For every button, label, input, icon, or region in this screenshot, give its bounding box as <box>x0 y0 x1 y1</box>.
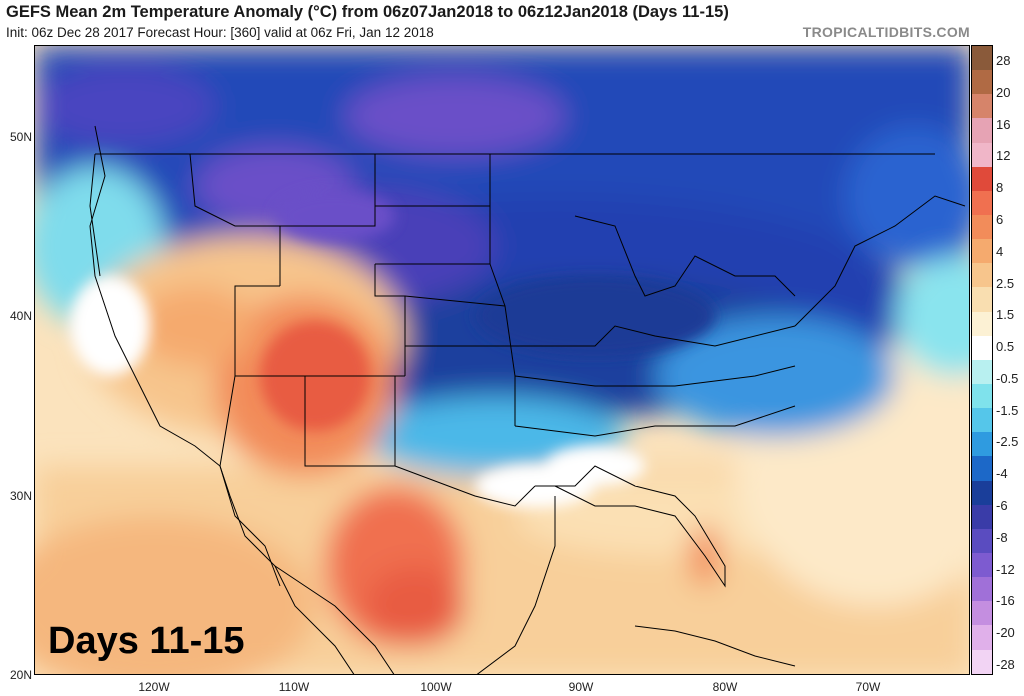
lon-label-90w: 90W <box>568 680 594 694</box>
color-swatch <box>972 166 992 191</box>
lat-label-40n: 40N <box>9 309 32 323</box>
color-swatch <box>972 214 992 240</box>
lat-label-50n: 50N <box>9 130 32 144</box>
lon-label-70w: 70W <box>855 680 881 694</box>
color-swatch <box>972 504 992 529</box>
color-scale-label: -28 <box>996 657 1015 672</box>
lon-label-120w: 120W <box>138 680 170 694</box>
color-swatch <box>972 94 992 119</box>
color-swatch <box>972 239 992 264</box>
color-scale-label: 1.5 <box>996 307 1015 323</box>
color-scale-label: 20 <box>996 84 1011 100</box>
color-swatch <box>972 432 992 457</box>
color-swatch <box>972 601 992 626</box>
color-scale-label: 12 <box>996 148 1011 164</box>
color-swatch <box>972 577 992 602</box>
color-swatch <box>972 190 992 215</box>
color-scale-label: 6 <box>996 211 1004 227</box>
color-swatch <box>972 480 992 505</box>
lon-label-100w: 100W <box>420 680 452 694</box>
color-swatch <box>972 287 992 312</box>
color-scale-label: 0.5 <box>996 339 1015 355</box>
color-scale-label: -1.5 <box>996 402 1019 418</box>
lon-label-110w: 110W <box>278 680 310 694</box>
color-swatch <box>972 70 992 95</box>
days-overlay-label: Days 11-15 <box>48 620 245 662</box>
color-swatch <box>972 118 992 143</box>
color-swatch <box>972 408 992 433</box>
color-scale-label: 2.5 <box>996 275 1015 291</box>
political-borders <box>89 125 966 674</box>
color-swatch <box>972 46 992 71</box>
site-watermark: TROPICALTIDBITS.COM <box>802 24 970 40</box>
color-swatch <box>972 528 992 553</box>
color-scale-bar <box>971 45 993 675</box>
color-swatch <box>972 311 992 336</box>
temperature-anomaly-map <box>34 45 970 675</box>
lat-label-30n: 30N <box>9 489 32 503</box>
color-scale-label: -4 <box>996 466 1008 482</box>
color-scale-label: 16 <box>996 116 1011 132</box>
color-scale-label: 28 <box>996 53 1011 68</box>
color-swatch <box>972 625 992 650</box>
color-scale-label: -6 <box>996 498 1008 514</box>
color-swatch <box>972 552 992 578</box>
color-scale-label: -12 <box>996 561 1015 577</box>
color-swatch <box>972 383 992 409</box>
color-scale-label: -20 <box>996 625 1015 641</box>
color-scale-label: -0.5 <box>996 370 1019 386</box>
color-scale-label: 4 <box>996 243 1004 259</box>
color-swatch <box>972 649 992 674</box>
color-scale-label: -2.5 <box>996 434 1019 450</box>
color-scale-label: -8 <box>996 529 1008 545</box>
color-scale-label: -16 <box>996 593 1015 609</box>
color-swatch <box>972 335 992 360</box>
lat-label-20n: 20N <box>9 668 32 682</box>
color-swatch <box>972 456 992 481</box>
map-title: GEFS Mean 2m Temperature Anomaly (°C) fr… <box>6 3 729 21</box>
lon-label-80w: 80W <box>712 680 738 694</box>
color-swatch <box>972 359 992 384</box>
map-subtitle: Init: 06z Dec 28 2017 Forecast Hour: [36… <box>6 25 434 40</box>
color-swatch <box>972 263 992 288</box>
color-swatch <box>972 142 992 167</box>
color-scale-label: 8 <box>996 180 1004 196</box>
